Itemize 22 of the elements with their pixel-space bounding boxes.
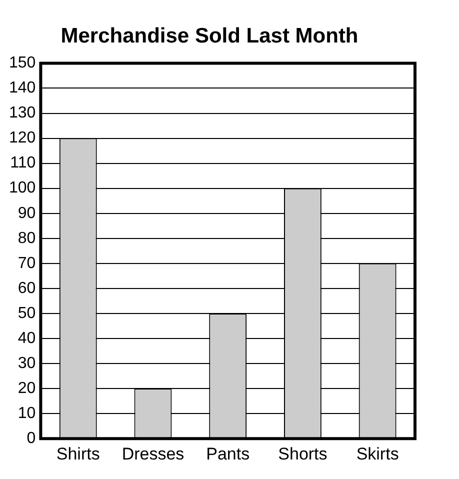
- y-tick-label: 10: [18, 404, 36, 422]
- y-tick-label: 80: [18, 230, 36, 247]
- y-tick-label: 0: [26, 430, 36, 448]
- x-tick-label: Shorts: [278, 444, 328, 464]
- y-tick-label: 90: [18, 204, 36, 222]
- y-tick-label: 120: [8, 130, 36, 147]
- y-tick-label: 100: [8, 180, 36, 197]
- x-tick-label: Shirts: [56, 444, 100, 464]
- y-tick-label: 70: [18, 254, 36, 272]
- y-tick-label: 50: [18, 304, 36, 322]
- y-tick-label: 140: [8, 80, 36, 97]
- y-tick-label: 150: [8, 54, 36, 72]
- y-tick-label: 30: [18, 354, 36, 372]
- x-tick-label: Pants: [206, 444, 250, 464]
- x-tick-label: Dresses: [122, 444, 184, 464]
- y-tick-label: 40: [18, 330, 36, 347]
- y-tick-label: 110: [10, 154, 36, 172]
- y-tick-label: 20: [18, 380, 36, 397]
- y-tick-label: 130: [8, 104, 36, 122]
- chart-title: Merchandise Sold Last Month: [60, 24, 358, 48]
- y-tick-label: 60: [18, 280, 36, 297]
- x-tick-label: Skirts: [356, 444, 399, 464]
